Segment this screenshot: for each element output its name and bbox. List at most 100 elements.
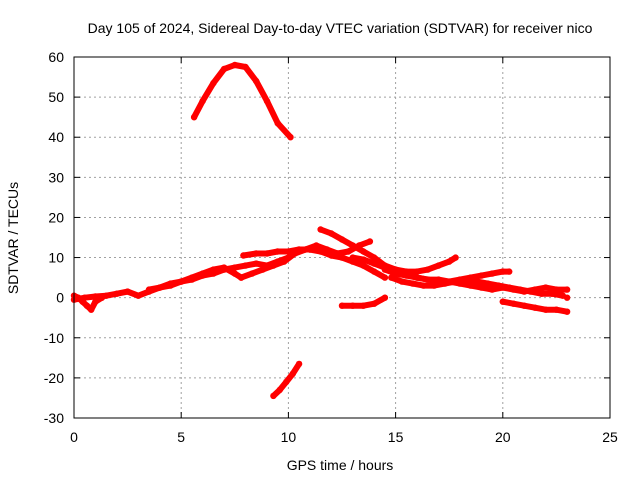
data-point xyxy=(409,280,416,287)
data-point xyxy=(371,300,378,307)
data-point xyxy=(289,370,296,378)
x-tick-label: 10 xyxy=(281,429,297,445)
data-point xyxy=(270,392,277,400)
data-point xyxy=(92,298,99,305)
data-point xyxy=(253,250,260,257)
y-tick-label: 60 xyxy=(48,49,64,65)
series-arc-2 xyxy=(70,292,106,313)
data-point xyxy=(360,302,367,309)
series-arc-4 xyxy=(190,61,294,141)
series-arc-3 xyxy=(145,264,245,293)
y-axis-title: SDTVAR / TECUs xyxy=(5,182,21,294)
y-tick-label: 30 xyxy=(48,169,64,185)
data-point xyxy=(360,262,367,269)
data-point xyxy=(542,284,549,291)
data-point xyxy=(435,262,442,269)
data-point xyxy=(188,274,196,281)
data-point xyxy=(98,294,106,301)
grid-layer xyxy=(74,57,610,418)
data-point xyxy=(506,284,513,291)
y-tick-label: 10 xyxy=(48,250,64,266)
data-point xyxy=(295,360,303,368)
data-point xyxy=(424,266,431,273)
series-arc-13 xyxy=(499,298,571,315)
data-point xyxy=(435,276,442,283)
data-point xyxy=(371,254,378,261)
data-point xyxy=(317,248,324,255)
series-arc-12 xyxy=(338,294,389,309)
chart-title: Day 105 of 2024, Sidereal Day-to-day VTE… xyxy=(88,20,593,36)
data-point xyxy=(452,278,459,285)
data-point xyxy=(231,270,238,277)
data-point xyxy=(488,286,496,293)
data-point xyxy=(441,280,449,287)
data-point xyxy=(371,268,378,275)
data-point xyxy=(398,278,406,285)
data-point xyxy=(381,266,389,273)
series-arc-11 xyxy=(388,274,566,299)
y-tick-label: -10 xyxy=(44,330,64,346)
x-tick-label: 20 xyxy=(495,429,511,445)
data-point xyxy=(338,254,346,261)
data-point xyxy=(499,298,506,305)
data-point xyxy=(424,276,431,283)
data-point xyxy=(413,274,421,281)
data-point xyxy=(199,97,206,105)
plot-frame xyxy=(73,56,611,419)
x-axis-title: GPS time / hours xyxy=(287,457,394,473)
data-point xyxy=(499,268,506,275)
data-point xyxy=(79,298,86,305)
data-point xyxy=(360,248,367,255)
data-point xyxy=(366,238,374,245)
y-tick-label: 40 xyxy=(48,129,64,145)
data-point xyxy=(488,270,496,277)
y-tick-label: 0 xyxy=(56,290,64,306)
data-point xyxy=(467,282,474,289)
data-point xyxy=(403,272,410,279)
data-point xyxy=(276,386,283,394)
y-tick-label: -20 xyxy=(44,370,64,386)
data-point xyxy=(220,264,228,271)
data-point xyxy=(527,288,534,295)
data-point xyxy=(190,114,198,121)
data-point xyxy=(548,290,556,297)
data-point xyxy=(220,65,228,73)
data-point xyxy=(285,248,292,255)
data-point xyxy=(167,280,174,287)
data-point xyxy=(287,134,294,141)
data-point xyxy=(381,294,389,301)
data-point xyxy=(413,268,421,275)
data-point xyxy=(135,292,142,299)
data-point xyxy=(495,282,502,289)
data-point xyxy=(113,290,121,297)
data-point xyxy=(516,286,524,293)
series-arc-14 xyxy=(270,360,303,400)
data-point xyxy=(345,248,352,255)
data-point xyxy=(242,63,249,71)
data-point xyxy=(156,284,163,291)
data-point xyxy=(240,252,247,259)
series-arc-8 xyxy=(306,246,389,281)
data-point xyxy=(75,294,82,301)
data-point xyxy=(360,256,367,263)
data-point xyxy=(270,262,277,269)
x-tick-label: 15 xyxy=(388,429,404,445)
data-point xyxy=(259,266,266,273)
data-point xyxy=(178,278,185,285)
data-point xyxy=(295,246,303,253)
label-layer: 0 5 10 15 20 25 -30 -20 -10 0 10 20 30 40 50 60 xyxy=(44,49,618,445)
series-layer xyxy=(70,61,571,400)
data-point xyxy=(420,282,427,289)
data-point xyxy=(431,282,438,289)
data-point xyxy=(306,246,313,253)
data-point xyxy=(446,258,453,265)
data-point xyxy=(381,274,389,281)
data-point xyxy=(473,278,481,285)
data-point xyxy=(388,274,395,281)
data-point xyxy=(463,276,470,283)
data-point xyxy=(242,262,249,269)
data-point xyxy=(452,254,459,261)
data-point xyxy=(210,266,217,273)
data-point xyxy=(263,250,271,257)
data-point xyxy=(231,61,238,69)
